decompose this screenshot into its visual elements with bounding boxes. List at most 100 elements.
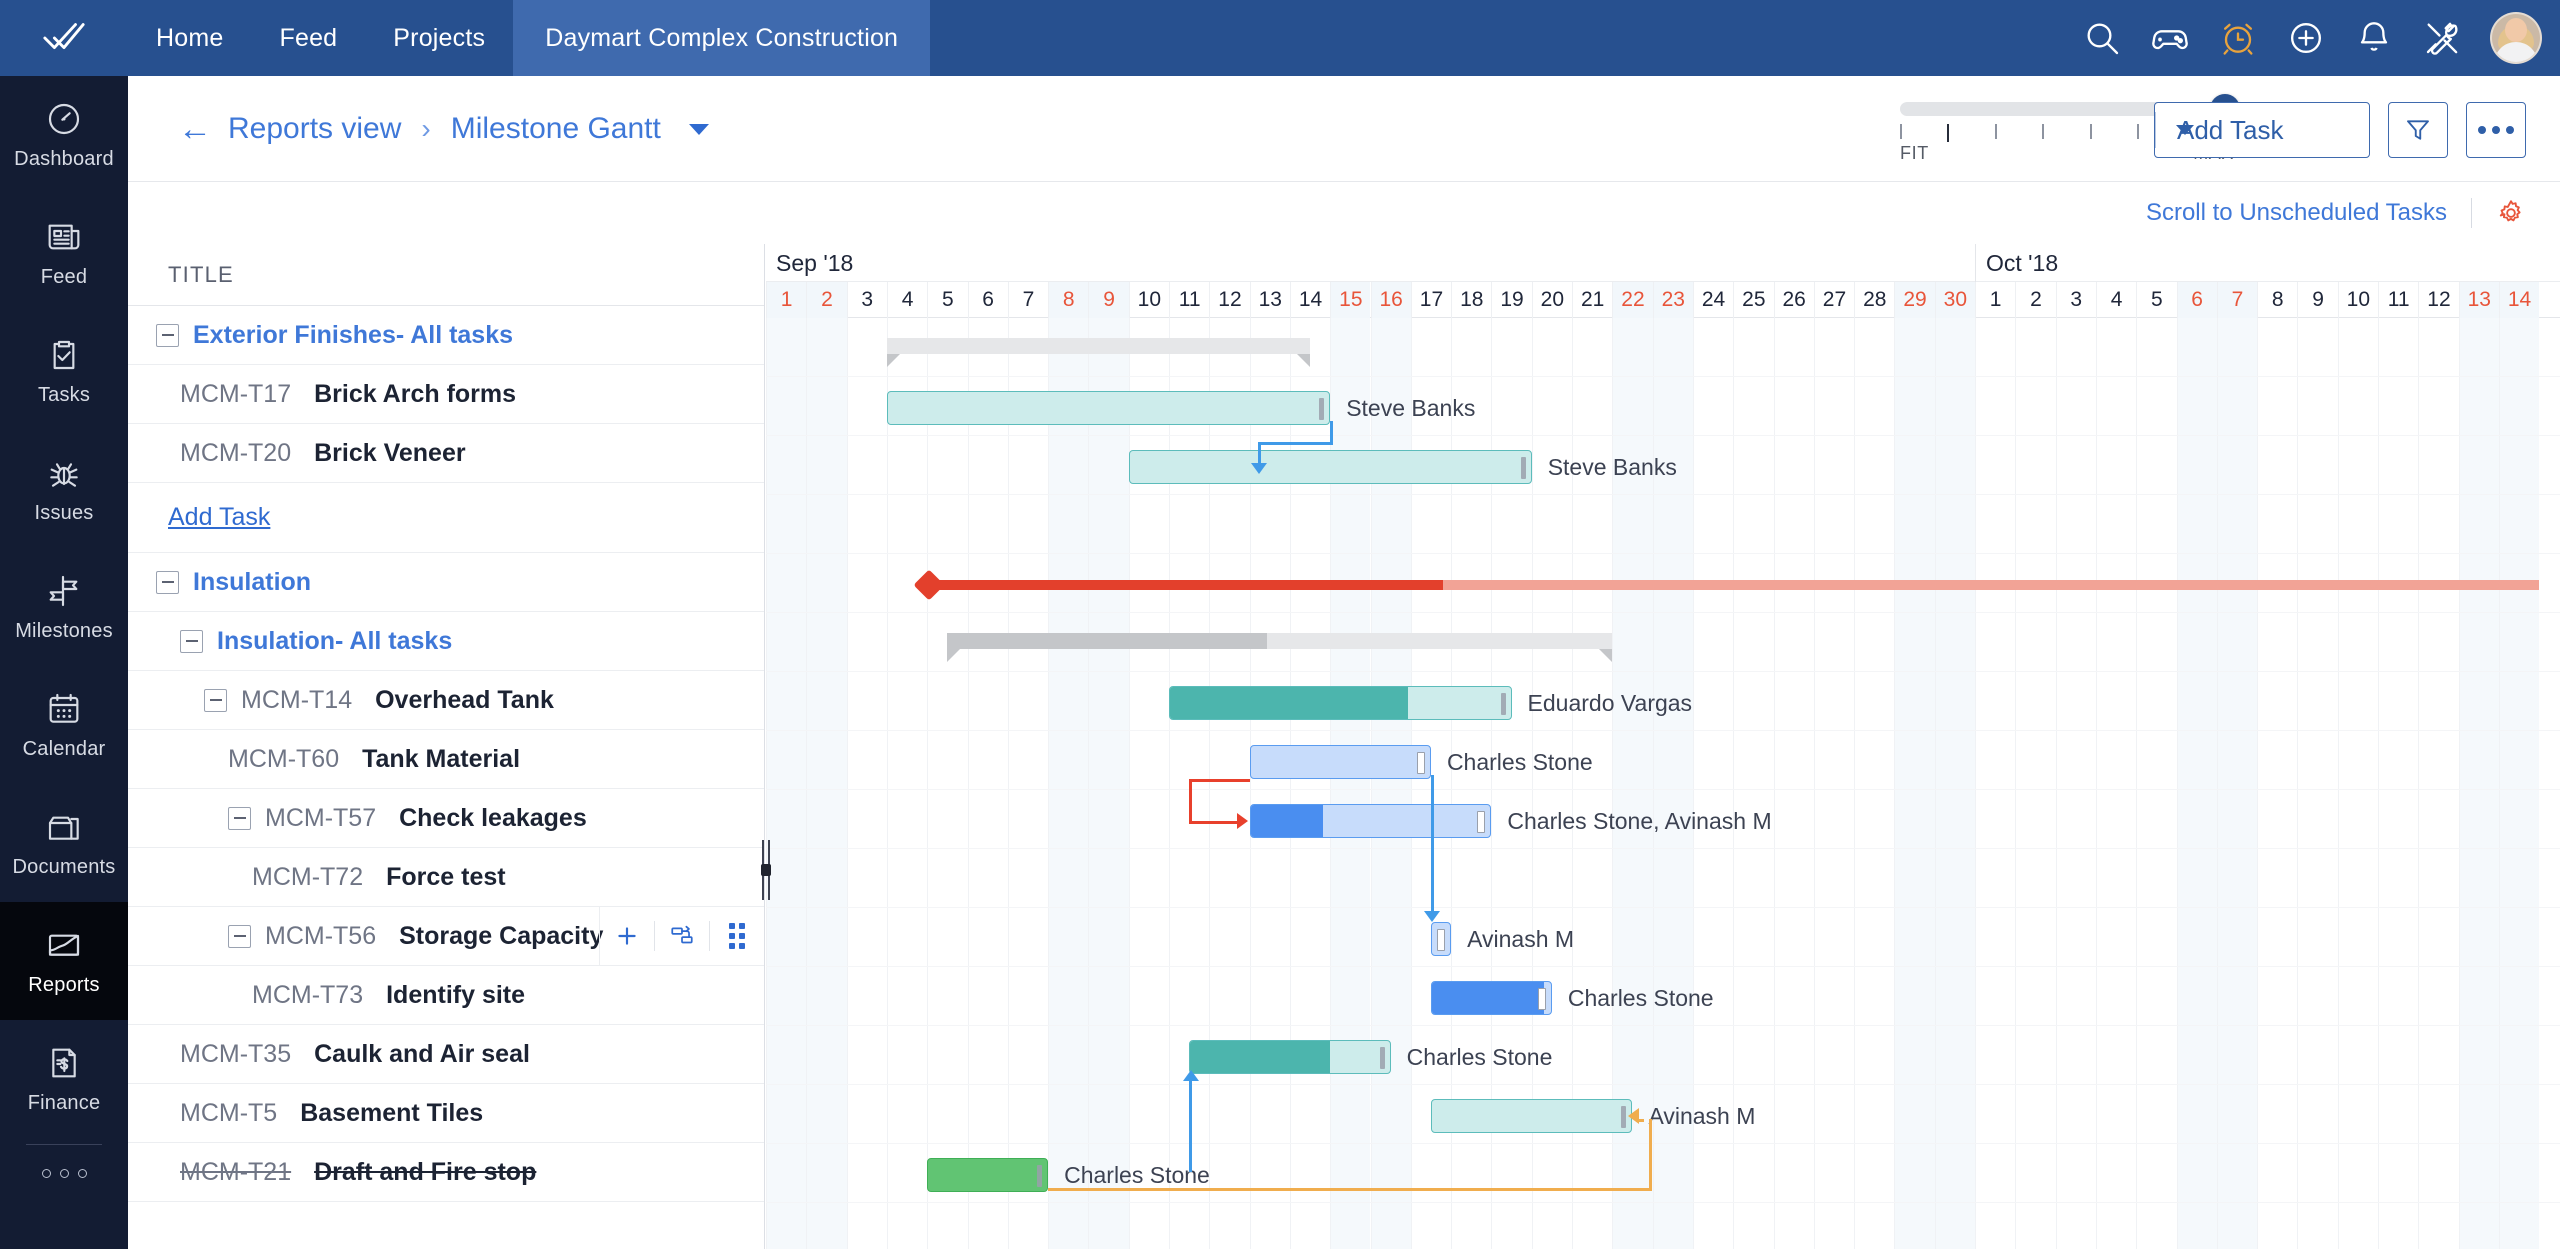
back-arrow-icon[interactable]: ←: [178, 110, 212, 148]
sidebar-item-tasks[interactable]: Tasks: [0, 312, 128, 430]
grid-line: [2378, 318, 2379, 1249]
add-task-button[interactable]: Add Task: [2154, 102, 2370, 158]
add-subtask-icon[interactable]: [600, 907, 654, 965]
milestone-diamond-marker[interactable]: [913, 569, 945, 601]
add-task-link[interactable]: Add Task: [168, 503, 271, 531]
task-group-row[interactable]: Insulation: [128, 553, 764, 612]
task-title: Insulation- All tasks: [217, 626, 453, 655]
timeline-day-cell: 18: [1451, 282, 1491, 318]
grid-line: [2055, 318, 2057, 1249]
sidebar-item-calendar[interactable]: Calendar: [0, 666, 128, 784]
row-collapse-toggle[interactable]: [228, 806, 251, 830]
nav-item-home[interactable]: Home: [156, 23, 224, 52]
breadcrumb-parent-link[interactable]: Reports view: [228, 112, 402, 145]
task-group-row[interactable]: Exterior Finishes- All tasks: [128, 306, 764, 365]
gantt-task-bar[interactable]: [1249, 745, 1431, 779]
grid-line: [2095, 318, 2097, 1249]
task-row[interactable]: MCM-T17 Brick Arch forms: [128, 365, 764, 424]
nav-item-feed[interactable]: Feed: [279, 23, 338, 52]
alarm-clock-icon[interactable]: [2218, 18, 2258, 58]
grid-line: [1813, 318, 1815, 1249]
plus-circle-icon[interactable]: [2286, 18, 2326, 58]
more-options-button[interactable]: [2466, 102, 2526, 158]
search-icon[interactable]: [2082, 18, 2122, 58]
gear-icon[interactable]: [2496, 198, 2526, 228]
task-group-row[interactable]: Insulation- All tasks: [128, 612, 764, 671]
filter-button[interactable]: [2388, 102, 2448, 158]
grid-line: [2216, 318, 2218, 1249]
milestone-progress-line[interactable]: [927, 580, 2540, 590]
gantt-task-bar[interactable]: [1128, 450, 1532, 484]
weekend-shade: [1088, 318, 1129, 1249]
sidebar-item-issues[interactable]: Issues: [0, 430, 128, 548]
grid-line: [1410, 318, 1412, 1249]
gantt-task-bar[interactable]: [1189, 1040, 1391, 1074]
row-divider: [766, 494, 2560, 495]
nav-item-projects[interactable]: Projects: [393, 23, 486, 52]
task-title: Check leakages: [399, 803, 587, 832]
gantt-task-bar[interactable]: [1430, 981, 1552, 1015]
task-title: Overhead Tank: [375, 685, 554, 714]
gantt-task-bar[interactable]: [886, 391, 1331, 425]
breadcrumb-current-report[interactable]: Milestone Gantt: [450, 112, 661, 145]
add-task-row: Add Task: [128, 483, 764, 553]
task-row[interactable]: MCM-T5 Basement Tiles: [128, 1084, 764, 1143]
summary-bar[interactable]: [947, 633, 1613, 662]
task-id: MCM-T17: [180, 379, 292, 408]
gantt-task-bar[interactable]: [927, 1158, 1049, 1192]
add-task-dropdown[interactable]: [2156, 125, 2214, 135]
task-row[interactable]: MCM-T72 Force test: [128, 848, 764, 907]
timeline-day-cell: 29: [1894, 282, 1935, 318]
gantt-task-bar[interactable]: [1169, 686, 1512, 720]
sidebar-item-feed[interactable]: Feed: [0, 194, 128, 312]
sidebar-item-reports[interactable]: Reports: [0, 902, 128, 1020]
task-row[interactable]: MCM-T57 Check leakages: [128, 789, 764, 848]
gantt-task-bar[interactable]: [1430, 922, 1452, 956]
row-collapse-toggle[interactable]: [204, 688, 227, 712]
row-collapse-toggle[interactable]: [156, 570, 179, 594]
task-row[interactable]: MCM-T35 Caulk and Air seal: [128, 1025, 764, 1084]
task-row[interactable]: MCM-T14 Overhead Tank: [128, 671, 764, 730]
row-divider: [766, 907, 2560, 908]
grid-line: [1572, 318, 1573, 1249]
sidebar-item-dashboard[interactable]: Dashboard: [0, 76, 128, 194]
add-task-divider: [2155, 112, 2156, 148]
row-collapse-toggle[interactable]: [156, 323, 179, 347]
link-task-icon[interactable]: [655, 907, 709, 965]
row-collapse-toggle[interactable]: [180, 629, 203, 653]
task-row[interactable]: MCM-T60 Tank Material: [128, 730, 764, 789]
summary-bar[interactable]: [886, 338, 1311, 367]
sidebar-item-milestones[interactable]: Milestones: [0, 548, 128, 666]
gantt-task-bar[interactable]: [1430, 1099, 1633, 1133]
chevron-down-icon[interactable]: [688, 123, 709, 135]
sidebar-item-label: Calendar: [22, 738, 106, 760]
task-row[interactable]: MCM-T20 Brick Veneer: [128, 424, 764, 483]
nav-item-current-project[interactable]: Daymart Complex Construction: [513, 0, 931, 76]
weekend-shade: [1894, 318, 1935, 1249]
weekend-shade: [2498, 318, 2540, 1249]
sidebar-more-button[interactable]: [0, 1145, 128, 1201]
timeline-day-cell: 19: [1491, 282, 1531, 318]
task-row[interactable]: MCM-T56 Storage Capacity: [128, 907, 764, 966]
sidebar-item-label: Reports: [28, 974, 100, 996]
sidebar-item-documents[interactable]: Documents: [0, 784, 128, 902]
gamepad-icon[interactable]: [2150, 18, 2190, 58]
grid-line: [1894, 318, 1896, 1249]
row-divider: [766, 730, 2560, 731]
user-avatar[interactable]: [2490, 12, 2542, 64]
avatar-face: [2505, 18, 2527, 43]
row-collapse-toggle[interactable]: [228, 924, 251, 948]
bell-icon[interactable]: [2354, 18, 2394, 58]
tools-icon[interactable]: [2422, 18, 2462, 58]
scroll-to-unscheduled-link[interactable]: Scroll to Unscheduled Tasks: [2145, 199, 2447, 226]
task-row[interactable]: MCM-T21 Draft and Fire stop: [128, 1143, 764, 1202]
task-row[interactable]: MCM-T73 Identify site: [128, 966, 764, 1025]
row-divider: [766, 376, 2560, 377]
gantt-task-bar[interactable]: [1249, 804, 1492, 838]
drag-handle-icon[interactable]: [710, 907, 764, 965]
panel-splitter-handle[interactable]: [759, 840, 773, 900]
grid-line: [1692, 318, 1694, 1249]
sidebar-item-finance[interactable]: Finance: [0, 1020, 128, 1138]
row-divider: [766, 1084, 2560, 1085]
app-logo[interactable]: [0, 0, 128, 76]
